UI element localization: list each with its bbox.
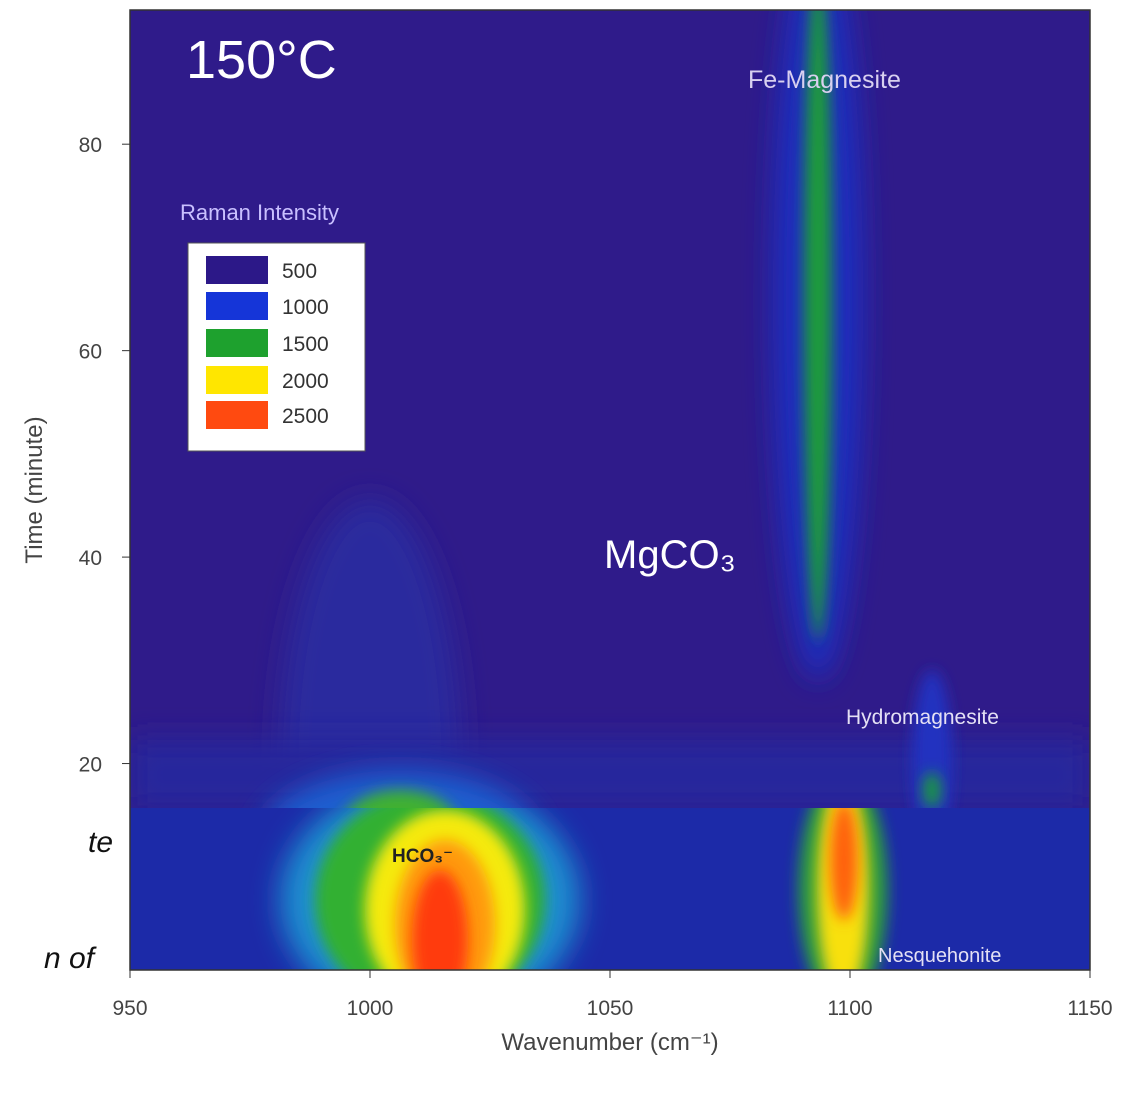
y-tick-label: 80 [79,134,102,157]
legend-swatch [206,366,268,394]
x-tick-label: 1150 [1067,997,1112,1020]
x-tick-label: 950 [112,997,147,1020]
intensity-field-low [130,808,1090,970]
y-tick-label: 20 [79,754,102,777]
y-axis-label: Time (minute) [21,416,48,563]
legend-swatch [206,256,268,284]
legend: Raman Intensity 500 1000 1500 2000 2500 [180,200,366,452]
annotation: MgCO₃ [604,533,736,577]
annotation: 150°C [186,30,337,90]
text-fragment: n of [44,942,97,975]
x-tick-label: 1050 [587,997,634,1020]
legend-swatch [206,329,268,357]
annotation: Hydromagnesite [846,706,999,729]
y-tick-label: 40 [79,547,102,570]
annotation: HCO₃⁻ [392,846,453,867]
y-tick-label: 60 [79,341,102,364]
annotation: Fe-Magnesite [748,66,901,94]
x-tick-label: 1000 [347,997,394,1020]
x-axis-label: Wavenumber (cm⁻¹) [501,1029,718,1056]
legend-swatch [206,401,268,429]
legend-title: Raman Intensity [180,200,339,225]
legend-swatch [206,292,268,320]
legend-label: 1500 [282,333,329,356]
x-tick-label: 1100 [827,997,872,1020]
legend-label: 1000 [282,296,329,319]
legend-label: 500 [282,260,317,283]
text-fragment: te [88,826,113,859]
legend-label: 2000 [282,370,329,393]
annotation: Nesquehonite [878,945,1001,967]
legend-label: 2500 [282,405,329,428]
